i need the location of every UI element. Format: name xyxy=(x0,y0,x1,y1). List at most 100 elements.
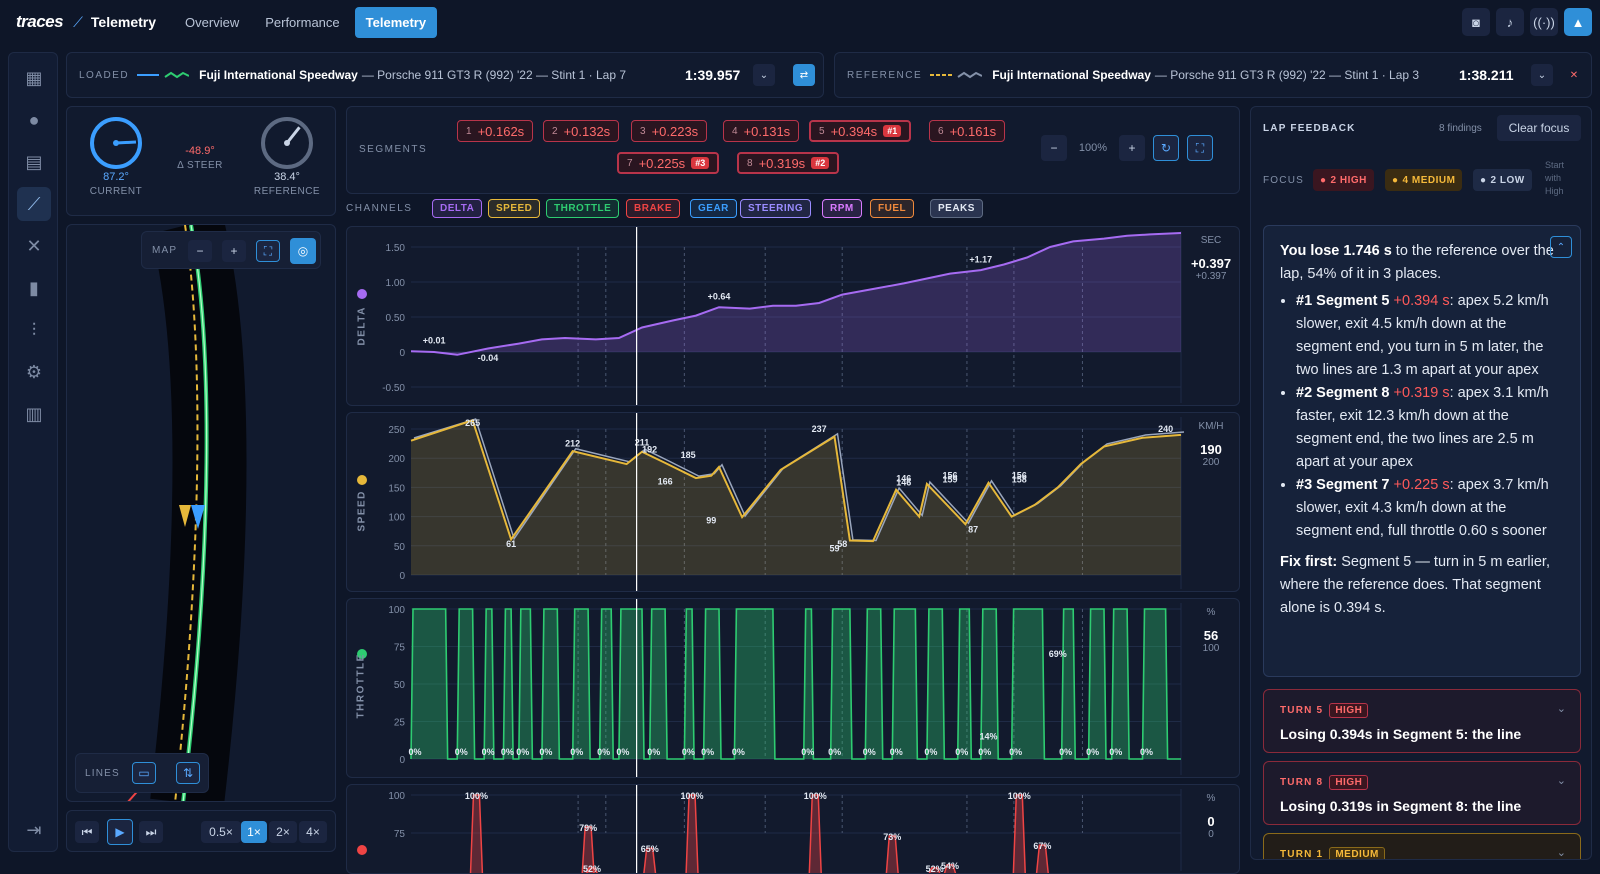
focus-low-chip[interactable]: ● 2 LOW xyxy=(1473,169,1532,191)
map-follow-icon[interactable]: ◎ xyxy=(290,238,316,264)
segment-1[interactable]: 1 +0.162s xyxy=(457,120,534,142)
swap-icon[interactable]: ⇄ xyxy=(793,64,815,86)
sessions-icon[interactable]: ▤ xyxy=(25,151,43,172)
circle-icon[interactable]: ● xyxy=(28,109,40,130)
telemetry-icon[interactable]: ⟋ xyxy=(17,187,51,221)
map-fit-icon[interactable]: ⛶ xyxy=(256,240,280,262)
speed-data-label: 240 xyxy=(1158,424,1173,434)
lines-split-icon[interactable]: ⇅ xyxy=(176,762,200,784)
summary-intro: You lose 1.746 s to the reference over t… xyxy=(1280,243,1554,282)
brake-data-label: 79% xyxy=(579,823,597,833)
chart-reset-icon[interactable]: ↻ xyxy=(1153,135,1179,161)
peaks-toggle[interactable]: PEAKS xyxy=(930,199,983,218)
delta-area xyxy=(411,233,1181,355)
app-logo[interactable]: traces xyxy=(16,12,64,31)
chart-fit-icon[interactable]: ⛶ xyxy=(1187,135,1213,161)
segment-8[interactable]: 8 +0.319s #2 xyxy=(737,152,840,174)
loaded-chevron-down-icon[interactable]: ⌄ xyxy=(753,64,775,86)
finding-card-turn-5[interactable]: TURN 5 HIGH Losing 0.394s in Segment 5: t… xyxy=(1263,689,1581,753)
channel-chip-throttle[interactable]: THROTTLE xyxy=(546,199,620,218)
throttle-tick-label: 25 xyxy=(394,718,406,729)
clear-focus-button[interactable]: Clear focus xyxy=(1497,115,1581,141)
speed-chart-panel[interactable]: 250 200 150 100 50 0 265 61 212 211 192 166 185 99 237… xyxy=(346,412,1240,592)
loaded-lap-time: 1:39.957 xyxy=(685,67,741,83)
channel-chip-brake[interactable]: BRAKE xyxy=(626,199,681,218)
play-icon[interactable]: ▶ xyxy=(107,819,133,845)
reference-steer-value: 38.4° xyxy=(274,171,300,183)
speed-1x[interactable]: 1× xyxy=(241,821,267,843)
stats-icon[interactable]: ▮ xyxy=(29,277,39,298)
focus-high-chip[interactable]: ● 2 HIGH xyxy=(1313,169,1374,191)
chart-zoom-out-icon[interactable]: − xyxy=(1041,135,1067,161)
chevron-down-icon[interactable]: ⌄ xyxy=(1556,703,1566,715)
bell-icon[interactable]: ♪ xyxy=(1496,8,1524,36)
speed-data-label: 159 xyxy=(942,475,957,485)
sliders-icon[interactable]: ⫶ xyxy=(31,319,37,340)
speed-tick-label: 200 xyxy=(388,454,405,465)
reference-steer-gauge: 38.4° REFERENCE xyxy=(247,115,327,197)
track-map-panel[interactable]: MAP − + ⛶ ◎ LINES ▭ ⇅ xyxy=(66,224,336,802)
channel-chip-rpm[interactable]: RPM xyxy=(822,199,862,218)
speed-tick-label: 100 xyxy=(388,513,405,524)
tab-telemetry[interactable]: Telemetry xyxy=(354,6,438,38)
logout-icon[interactable]: ⇥ xyxy=(26,819,42,840)
delta-chart[interactable]: 1.50 1.00 0.50 0 -0.50 +0.01 -0.04 +0.64 +1.17 xyxy=(347,227,1240,406)
throttle-data-label: 0% xyxy=(828,747,841,757)
feedback-summary: ⌃ You lose 1.746 s to the reference over… xyxy=(1263,225,1581,677)
segment-2[interactable]: 2 +0.132s xyxy=(543,120,620,142)
speed-0-5x[interactable]: 0.5× xyxy=(201,821,241,843)
focus-medium-chip[interactable]: ● 4 MEDIUM xyxy=(1385,169,1463,191)
lines-overlay-icon[interactable]: ▭ xyxy=(132,762,156,784)
reference-chevron-down-icon[interactable]: ⌄ xyxy=(1531,64,1553,86)
segment-3[interactable]: 3 +0.223s xyxy=(631,120,708,142)
track-map[interactable] xyxy=(67,225,336,802)
finding-card-turn-8[interactable]: TURN 8 HIGH Losing 0.319s in Segment 8: t… xyxy=(1263,761,1581,825)
segment-7[interactable]: 7 +0.225s #3 xyxy=(617,152,720,174)
throttle-data-label: 0% xyxy=(1009,747,1022,757)
throttle-data-label: 0% xyxy=(539,747,552,757)
finding-card-turn-1[interactable]: TURN 1 MEDIUM ⌄ xyxy=(1263,833,1581,859)
tab-performance[interactable]: Performance xyxy=(265,14,340,30)
chart-zoom-in-icon[interactable]: + xyxy=(1119,135,1145,161)
chevron-down-icon[interactable]: ⌄ xyxy=(1556,775,1566,787)
skip-forward-icon[interactable]: ⏭ xyxy=(139,821,163,843)
guide-icon[interactable]: ▥ xyxy=(25,403,43,424)
reference-track: Fuji International Speedway xyxy=(992,68,1151,82)
tab-overview[interactable]: Overview xyxy=(185,14,240,30)
skip-back-icon[interactable]: ⏮ xyxy=(75,821,99,843)
brake-data-label: 100% xyxy=(804,791,827,801)
segment-5[interactable]: 5 +0.394s #1 xyxy=(809,120,912,142)
close-reference-icon[interactable]: ✕ xyxy=(1569,69,1579,81)
broadcast-icon[interactable]: ((·)) xyxy=(1530,8,1558,36)
collapse-chevron-up-icon[interactable]: ⌃ xyxy=(1550,236,1572,258)
chevron-down-icon[interactable]: ⌄ xyxy=(1556,847,1566,859)
setup-icon[interactable]: ✕ xyxy=(26,235,42,256)
map-zoom-out-icon[interactable]: − xyxy=(188,240,212,262)
graduation-cap-icon[interactable]: ▲ xyxy=(1564,8,1592,36)
channel-chip-steering[interactable]: STEERING xyxy=(740,199,812,218)
throttle-chart-panel[interactable]: 100 75 50 25 0 69% 14% 0% 0% 0% 0% 0% 0% 0% 0% 0% 0% 0% 0%… xyxy=(346,598,1240,778)
camera-icon[interactable]: ◙ xyxy=(1462,8,1490,36)
brake-peak xyxy=(808,794,822,873)
map-zoom-in-icon[interactable]: + xyxy=(222,240,246,262)
channel-chip-speed[interactable]: SPEED xyxy=(488,199,541,218)
segment-6[interactable]: 6 +0.161s xyxy=(929,120,1006,142)
brake-chart-panel[interactable]: 100 75 100% 79% 52% 65% 100% 100% 73% 52% 54% 100% 6… xyxy=(346,784,1240,874)
delta-chart-panel[interactable]: 1.50 1.00 0.50 0 -0.50 +0.01 -0.04 +0.64 +1.17 D… xyxy=(346,226,1240,406)
delta-data-label: -0.04 xyxy=(478,353,499,363)
delta-axis-label: DELTA xyxy=(356,306,368,346)
channel-chip-fuel[interactable]: FUEL xyxy=(870,199,915,218)
channel-chip-delta[interactable]: DELTA xyxy=(432,199,483,218)
settings-icon[interactable]: ⚙ xyxy=(25,361,43,382)
dashboard-icon[interactable]: ▦ xyxy=(25,67,43,88)
speed-4x[interactable]: 4× xyxy=(299,821,327,843)
throttle-data-label: 0% xyxy=(890,747,903,757)
speed-2x[interactable]: 2× xyxy=(269,821,297,843)
page-label: Telemetry xyxy=(90,14,157,30)
segments-label: SEGMENTS xyxy=(359,144,428,155)
channel-chip-gear[interactable]: GEAR xyxy=(690,199,737,218)
segment-4[interactable]: 4 +0.131s xyxy=(723,120,800,142)
